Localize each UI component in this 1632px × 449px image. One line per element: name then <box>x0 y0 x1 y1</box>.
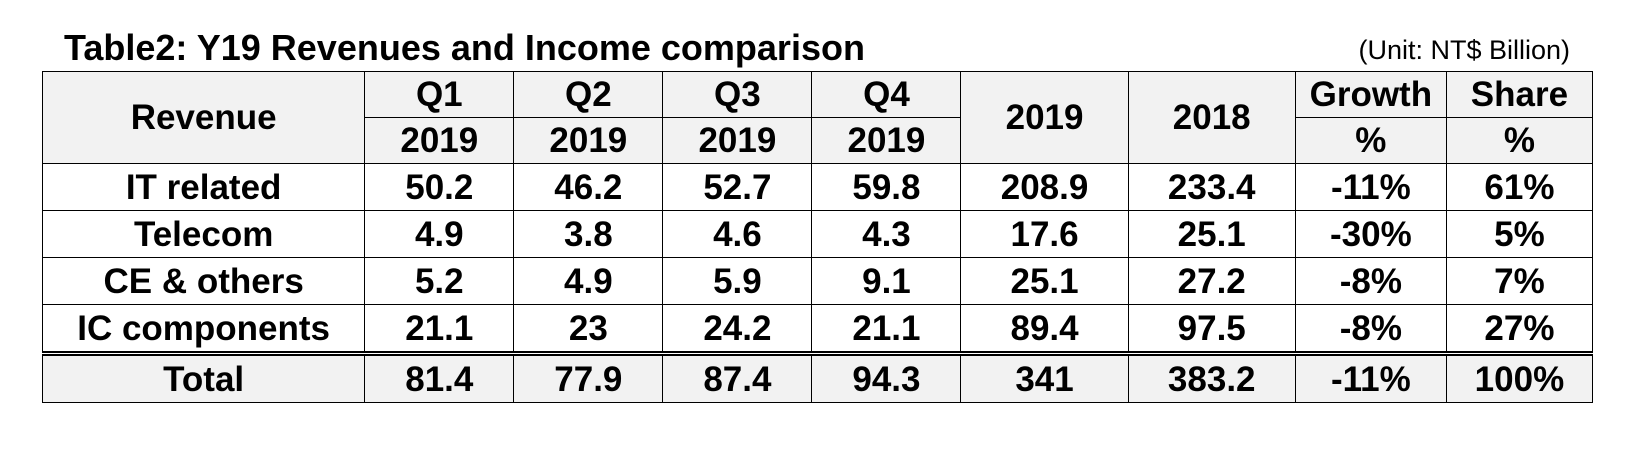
cell-q1: 5.2 <box>364 257 515 305</box>
header-growth-unit: % <box>1294 117 1447 164</box>
cell-growth: -30% <box>1294 210 1447 258</box>
header-share-unit: % <box>1445 117 1594 164</box>
table-row: IC components 21.1 23 24.2 21.1 89.4 97.… <box>41 304 1594 354</box>
total-q2: 77.9 <box>513 351 664 403</box>
header-q4-year: 2019 <box>811 117 962 164</box>
header-q2: Q2 <box>513 71 664 118</box>
cell-q4: 4.3 <box>811 210 962 258</box>
header-revenue: Revenue <box>41 71 366 164</box>
cell-growth: -11% <box>1294 163 1447 211</box>
header-q1: Q1 <box>364 71 515 118</box>
total-growth: -11% <box>1294 351 1447 403</box>
cell-2018: 233.4 <box>1127 163 1296 211</box>
cell-2019: 17.6 <box>960 210 1129 258</box>
header-row-2: 2019 2019 2019 2019 % % <box>43 117 1594 164</box>
cell-q3: 4.6 <box>662 210 813 258</box>
header-q4: Q4 <box>811 71 962 118</box>
cell-2019: 208.9 <box>960 163 1129 211</box>
cell-q2: 46.2 <box>513 163 664 211</box>
total-label: Total <box>41 351 366 403</box>
cell-q2: 3.8 <box>513 210 664 258</box>
header-row-1: Revenue Q1 Q2 Q3 Q4 2019 2018 Growth Sha… <box>41 71 1594 164</box>
table-title: Table2: Y19 Revenues and Income comparis… <box>64 27 865 68</box>
header-2019: 2019 <box>960 71 1129 164</box>
cell-share: 27% <box>1445 304 1594 354</box>
cell-q4: 9.1 <box>811 257 962 305</box>
header-2018: 2018 <box>1127 71 1296 164</box>
cell-q2: 4.9 <box>513 257 664 305</box>
cell-2018: 25.1 <box>1127 210 1296 258</box>
cell-q1: 50.2 <box>364 163 515 211</box>
header-growth: Growth <box>1294 71 1447 118</box>
row-label: Telecom <box>41 210 366 258</box>
cell-2018: 97.5 <box>1127 304 1296 354</box>
total-2018: 383.2 <box>1127 351 1296 403</box>
total-q4: 94.3 <box>811 351 962 403</box>
cell-share: 5% <box>1445 210 1594 258</box>
header-q2-year: 2019 <box>513 117 664 164</box>
total-q1: 81.4 <box>364 351 515 403</box>
table-row: Telecom 4.9 3.8 4.6 4.3 17.6 25.1 -30% 5… <box>41 210 1594 258</box>
cell-q2: 23 <box>513 304 664 354</box>
table-row: IT related 50.2 46.2 52.7 59.8 208.9 233… <box>41 163 1594 211</box>
cell-2019: 89.4 <box>960 304 1129 354</box>
cell-q3: 5.9 <box>662 257 813 305</box>
cell-q3: 52.7 <box>662 163 813 211</box>
header-share: Share <box>1445 71 1594 118</box>
total-share: 100% <box>1445 351 1594 403</box>
cell-share: 61% <box>1445 163 1594 211</box>
total-row: Total 81.4 77.9 87.4 94.3 341 383.2 -11%… <box>41 351 1594 403</box>
cell-q1: 21.1 <box>364 304 515 354</box>
cell-growth: -8% <box>1294 257 1447 305</box>
cell-2019: 25.1 <box>960 257 1129 305</box>
cell-q3: 24.2 <box>662 304 813 354</box>
header-q3: Q3 <box>662 71 813 118</box>
cell-growth: -8% <box>1294 304 1447 354</box>
total-2019: 341 <box>960 351 1129 403</box>
total-q3: 87.4 <box>662 351 813 403</box>
cell-q1: 4.9 <box>364 210 515 258</box>
cell-2018: 27.2 <box>1127 257 1296 305</box>
cell-q4: 21.1 <box>811 304 962 354</box>
revenue-table: Revenue Q1 Q2 Q3 Q4 2019 2018 Growth Sha… <box>41 71 1594 403</box>
table-row: CE & others 5.2 4.9 5.9 9.1 25.1 27.2 -8… <box>41 257 1594 305</box>
header-q3-year: 2019 <box>662 117 813 164</box>
header-q1-year: 2019 <box>364 117 515 164</box>
unit-note: (Unit: NT$ Billion) <box>1358 35 1570 65</box>
row-label: CE & others <box>41 257 366 305</box>
table-header: Revenue Q1 Q2 Q3 Q4 2019 2018 Growth Sha… <box>41 71 1594 164</box>
cell-share: 7% <box>1445 257 1594 305</box>
table-body: IT related 50.2 46.2 52.7 59.8 208.9 233… <box>41 163 1594 403</box>
row-label: IT related <box>41 163 366 211</box>
row-label: IC components <box>41 304 366 354</box>
cell-q4: 59.8 <box>811 163 962 211</box>
